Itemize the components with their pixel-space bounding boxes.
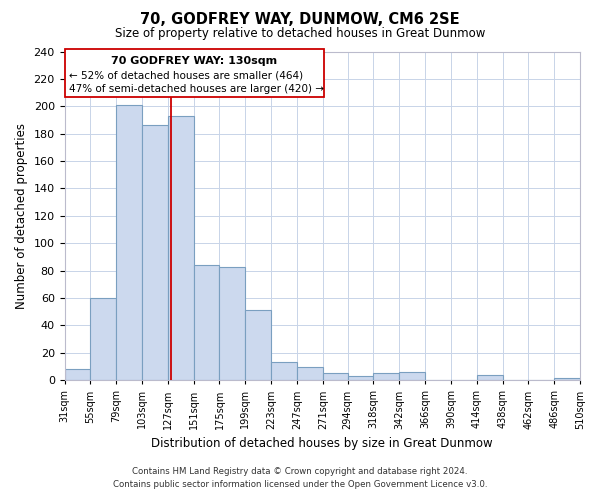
Bar [399,372,425,380]
X-axis label: Distribution of detached houses by size in Great Dunmow: Distribution of detached houses by size … [151,437,493,450]
Bar [65,370,91,380]
Text: 70 GODFREY WAY: 130sqm: 70 GODFREY WAY: 130sqm [111,56,277,66]
Bar [554,378,580,380]
Text: ← 52% of detached houses are smaller (464): ← 52% of detached houses are smaller (46… [69,70,303,81]
Bar [142,126,168,380]
Bar [116,105,142,380]
Bar [220,266,245,380]
Bar [297,366,323,380]
FancyBboxPatch shape [65,49,324,96]
Bar [476,375,503,380]
Text: Contains HM Land Registry data © Crown copyright and database right 2024.
Contai: Contains HM Land Registry data © Crown c… [113,468,487,489]
Bar [245,310,271,380]
Bar [271,362,297,380]
Text: 70, GODFREY WAY, DUNMOW, CM6 2SE: 70, GODFREY WAY, DUNMOW, CM6 2SE [140,12,460,28]
Bar [347,376,373,380]
Text: 47% of semi-detached houses are larger (420) →: 47% of semi-detached houses are larger (… [69,84,324,94]
Bar [91,298,116,380]
Bar [168,116,194,380]
Text: Size of property relative to detached houses in Great Dunmow: Size of property relative to detached ho… [115,28,485,40]
Y-axis label: Number of detached properties: Number of detached properties [15,123,28,309]
Bar [373,374,399,380]
Bar [194,265,220,380]
Bar [323,374,347,380]
